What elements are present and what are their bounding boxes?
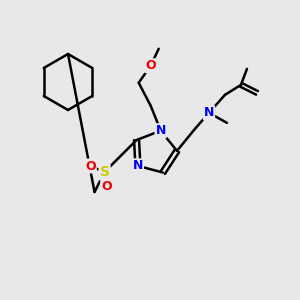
Text: O: O	[85, 160, 96, 172]
Text: O: O	[146, 59, 156, 72]
Text: S: S	[100, 165, 110, 179]
Text: O: O	[101, 179, 112, 193]
Text: N: N	[133, 159, 143, 172]
Text: N: N	[204, 106, 214, 119]
Text: N: N	[155, 124, 166, 137]
